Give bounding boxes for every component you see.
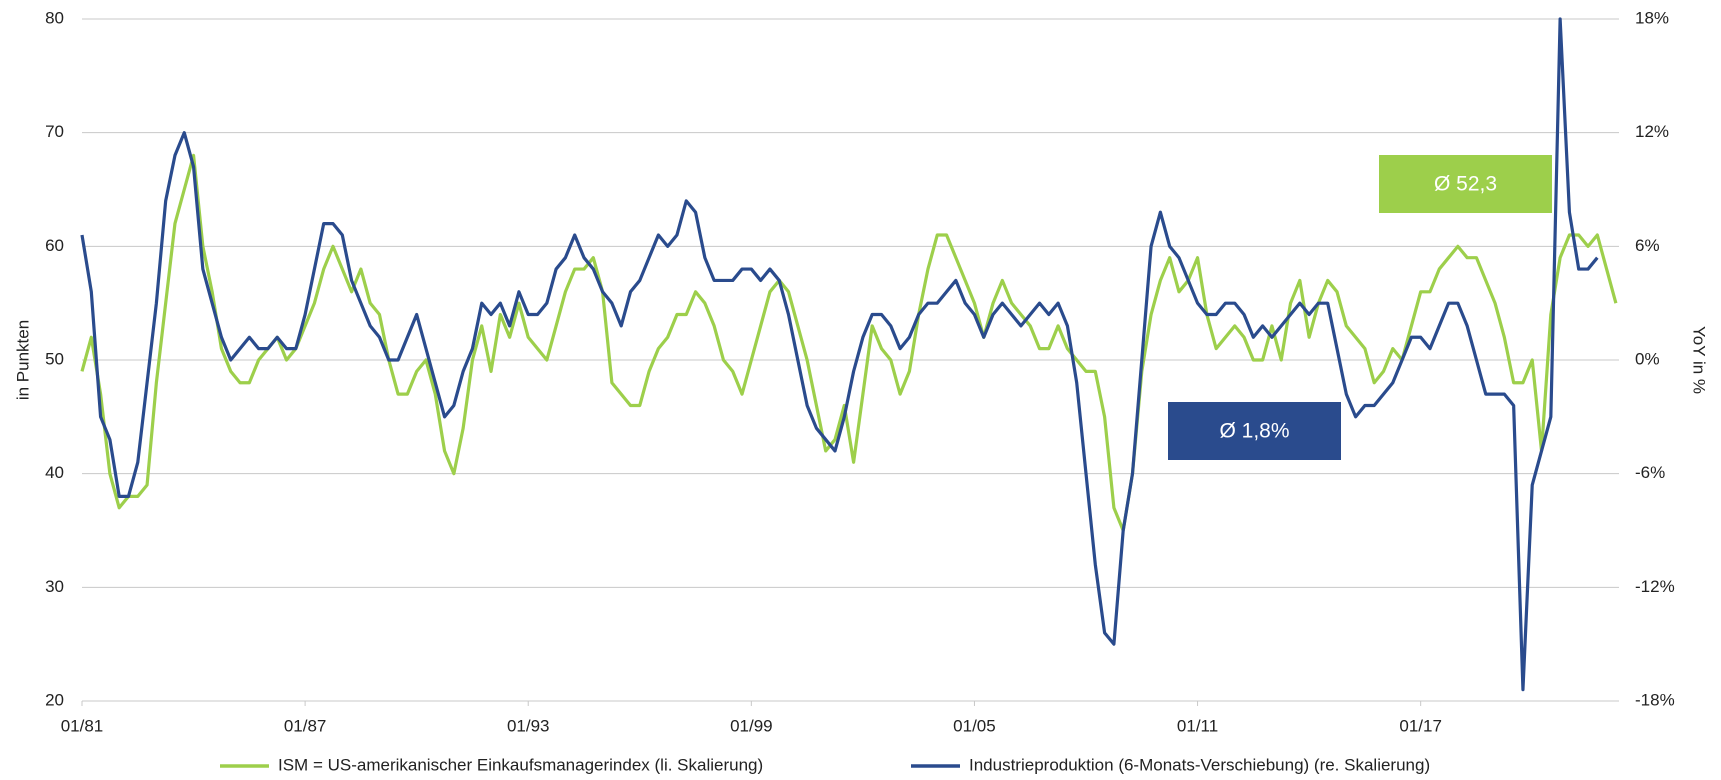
y2-tick-label: -12%: [1635, 577, 1675, 596]
y-tick-label: 70: [45, 122, 64, 141]
x-tick-label: 01/05: [953, 716, 996, 735]
annotation-box: [1168, 402, 1341, 460]
annotation-box: [1379, 155, 1552, 213]
legend-label: ISM = US-amerikanischer Einkaufsmanageri…: [278, 755, 763, 774]
legend-label: Industrieproduktion (6-Monats-Verschiebu…: [969, 755, 1430, 774]
annotation-text: Ø 52,3: [1434, 173, 1497, 196]
y-tick-label: 60: [45, 236, 64, 255]
y-tick-label: 40: [45, 463, 64, 482]
y2-tick-label: -6%: [1635, 463, 1665, 482]
series-line: [80, 17, 1599, 692]
y2-tick-label: 18%: [1635, 8, 1669, 27]
x-tick-label: 01/99: [730, 716, 773, 735]
series-line: [80, 153, 1618, 533]
y-tick-label: 50: [45, 349, 64, 368]
x-tick-label: 01/81: [61, 716, 104, 735]
y2-tick-label: 0%: [1635, 349, 1660, 368]
x-tick-label: 01/87: [284, 716, 327, 735]
x-tick-label: 01/17: [1399, 716, 1442, 735]
y-tick-label: 30: [45, 577, 64, 596]
x-tick-label: 01/11: [1177, 716, 1218, 735]
y2-tick-label: 12%: [1635, 122, 1669, 141]
y-axis-title: in Punkten: [13, 320, 32, 400]
annotation-text: Ø 1,8%: [1219, 420, 1289, 443]
y-tick-label: 80: [45, 8, 64, 27]
x-tick-label: 01/93: [507, 716, 550, 735]
y-tick-label: 20: [45, 690, 64, 709]
y2-tick-label: 6%: [1635, 236, 1660, 255]
y2-tick-label: -18%: [1635, 690, 1675, 709]
y2-axis-title: YoY in %: [1690, 326, 1709, 394]
